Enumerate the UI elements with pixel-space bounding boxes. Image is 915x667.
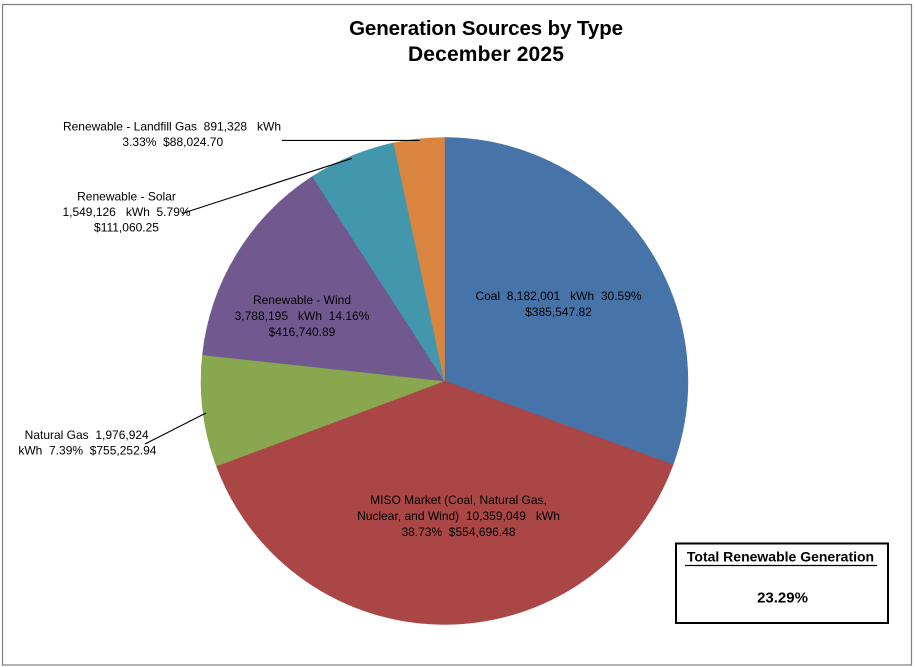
svg-text:$385,547.82: $385,547.82 <box>525 305 592 319</box>
svg-text:Total Renewable Generation: Total Renewable Generation <box>687 549 874 565</box>
svg-text:1,549,126 kWh 5.79%: 1,549,126 kWh 5.79% <box>62 205 190 219</box>
svg-text:23.29%: 23.29% <box>757 590 808 607</box>
svg-text:Renewable - Solar: Renewable - Solar <box>77 190 176 204</box>
svg-text:Generation Sources by Type: Generation Sources by Type <box>349 17 623 40</box>
svg-text:$416,740.89: $416,740.89 <box>269 325 336 339</box>
svg-text:Renewable - Landfill Gas 891,: Renewable - Landfill Gas 891,328 kWh <box>63 119 281 133</box>
svg-text:kWh 7.39% $755,252.94: kWh 7.39% $755,252.94 <box>18 443 156 457</box>
svg-text:3,788,195 kWh 14.16%: 3,788,195 kWh 14.16% <box>235 309 370 323</box>
svg-text:Natural Gas 1,976,924: Natural Gas 1,976,924 <box>25 428 149 442</box>
svg-text:38.73% $554,696.48: 38.73% $554,696.48 <box>401 525 515 539</box>
svg-text:3.33% $88,024.70: 3.33% $88,024.70 <box>122 135 223 149</box>
svg-text:$111,060.25: $111,060.25 <box>94 221 159 235</box>
svg-text:MISO Market (Coal, Natural Gas: MISO Market (Coal, Natural Gas, <box>370 493 547 507</box>
svg-text:Coal 8,182,001 kWh 30.59%: Coal 8,182,001 kWh 30.59% <box>475 289 641 303</box>
svg-text:Nuclear, and Wind) 10,359,049: Nuclear, and Wind) 10,359,049 kWh <box>357 509 560 523</box>
svg-text:December 2025: December 2025 <box>408 43 564 66</box>
svg-text:Renewable - Wind: Renewable - Wind <box>253 293 351 307</box>
